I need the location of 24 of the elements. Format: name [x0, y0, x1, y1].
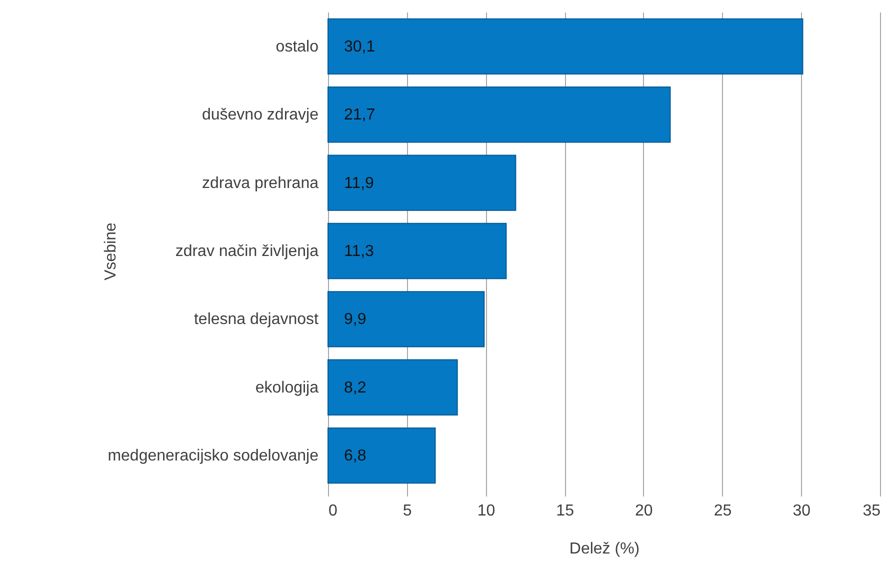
x-tick-label: 15 — [556, 502, 574, 520]
y-tick-label: ostalo — [276, 38, 319, 56]
x-tick-label: 25 — [714, 502, 732, 520]
y-tick-label: medgeneracijsko sodelovanje — [108, 448, 319, 465]
data-label: 8,2 — [344, 379, 366, 396]
x-axis-title: Delež (%) — [569, 540, 640, 558]
data-label: 6,8 — [344, 448, 366, 465]
x-tick-label: 30 — [792, 502, 811, 520]
y-tick-label: telesna dejavnost — [194, 311, 320, 328]
x-tick-label: 35 — [862, 502, 881, 520]
data-label: 21,7 — [344, 106, 376, 124]
x-tick-label: 0 — [328, 502, 338, 520]
x-tick-label: 20 — [635, 502, 653, 520]
data-label: 11,9 — [344, 174, 374, 192]
x-tick-label: 5 — [402, 502, 412, 520]
data-label: 11,3 — [344, 243, 374, 260]
data-label: 30,1 — [344, 38, 376, 56]
y-tick-label: zdrav način življenja — [175, 243, 319, 260]
data-label: 9,9 — [344, 311, 366, 328]
y-tick-label: duševno zdravje — [202, 106, 319, 124]
x-tick-label: 10 — [477, 502, 496, 520]
y-axis-title: Vsebine — [102, 222, 120, 280]
y-tick-label: ekologija — [255, 379, 319, 396]
y-tick-label: zdrava prehrana — [202, 174, 319, 192]
